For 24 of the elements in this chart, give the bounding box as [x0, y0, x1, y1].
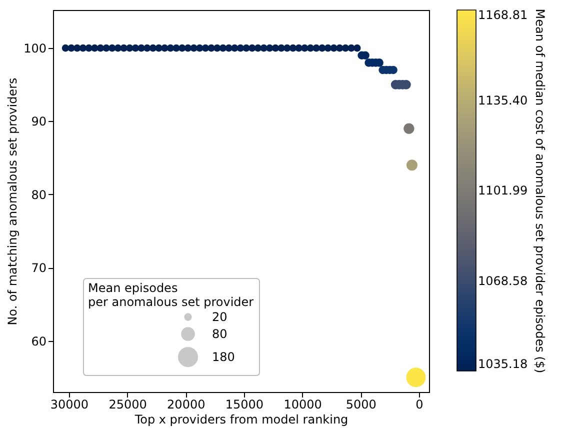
color-bar-label: 1135.40 — [478, 93, 528, 108]
x-tick-label: 30000 — [50, 398, 89, 412]
x-tick-label: 20000 — [167, 398, 206, 412]
x-axis-title: Top x providers from model ranking — [134, 412, 348, 426]
x-tick-label: 0 — [416, 398, 424, 412]
color-bar-label: 1068.58 — [478, 274, 528, 288]
legend-label: 80 — [212, 327, 228, 341]
color-bar-label: 1168.81 — [478, 8, 528, 22]
y-tick-label: 70 — [31, 261, 46, 276]
x-tick-label: 25000 — [108, 398, 147, 412]
legend-label: 180 — [212, 350, 235, 364]
y-tick-label: 100 — [24, 42, 46, 56]
x-tick-label: 10000 — [284, 398, 322, 412]
y-tick-label: 80 — [31, 188, 46, 202]
legend-label: 20 — [212, 310, 228, 324]
y-tick-label: 90 — [31, 114, 46, 129]
color-bar-title: Mean of median cost of anomalous set provider episodes ($) — [533, 8, 547, 374]
y-axis-title: No. of matching anomalous set providers — [6, 78, 20, 326]
color-bar-label: 1101.99 — [478, 184, 528, 198]
y-tick-label: 60 — [31, 334, 46, 348]
legend-title: Mean episodes per anomalous set provider — [88, 281, 254, 309]
x-tick-label: 5000 — [346, 398, 376, 412]
color-bar-label: 1035.18 — [478, 357, 528, 371]
x-tick-label: 15000 — [225, 398, 264, 412]
